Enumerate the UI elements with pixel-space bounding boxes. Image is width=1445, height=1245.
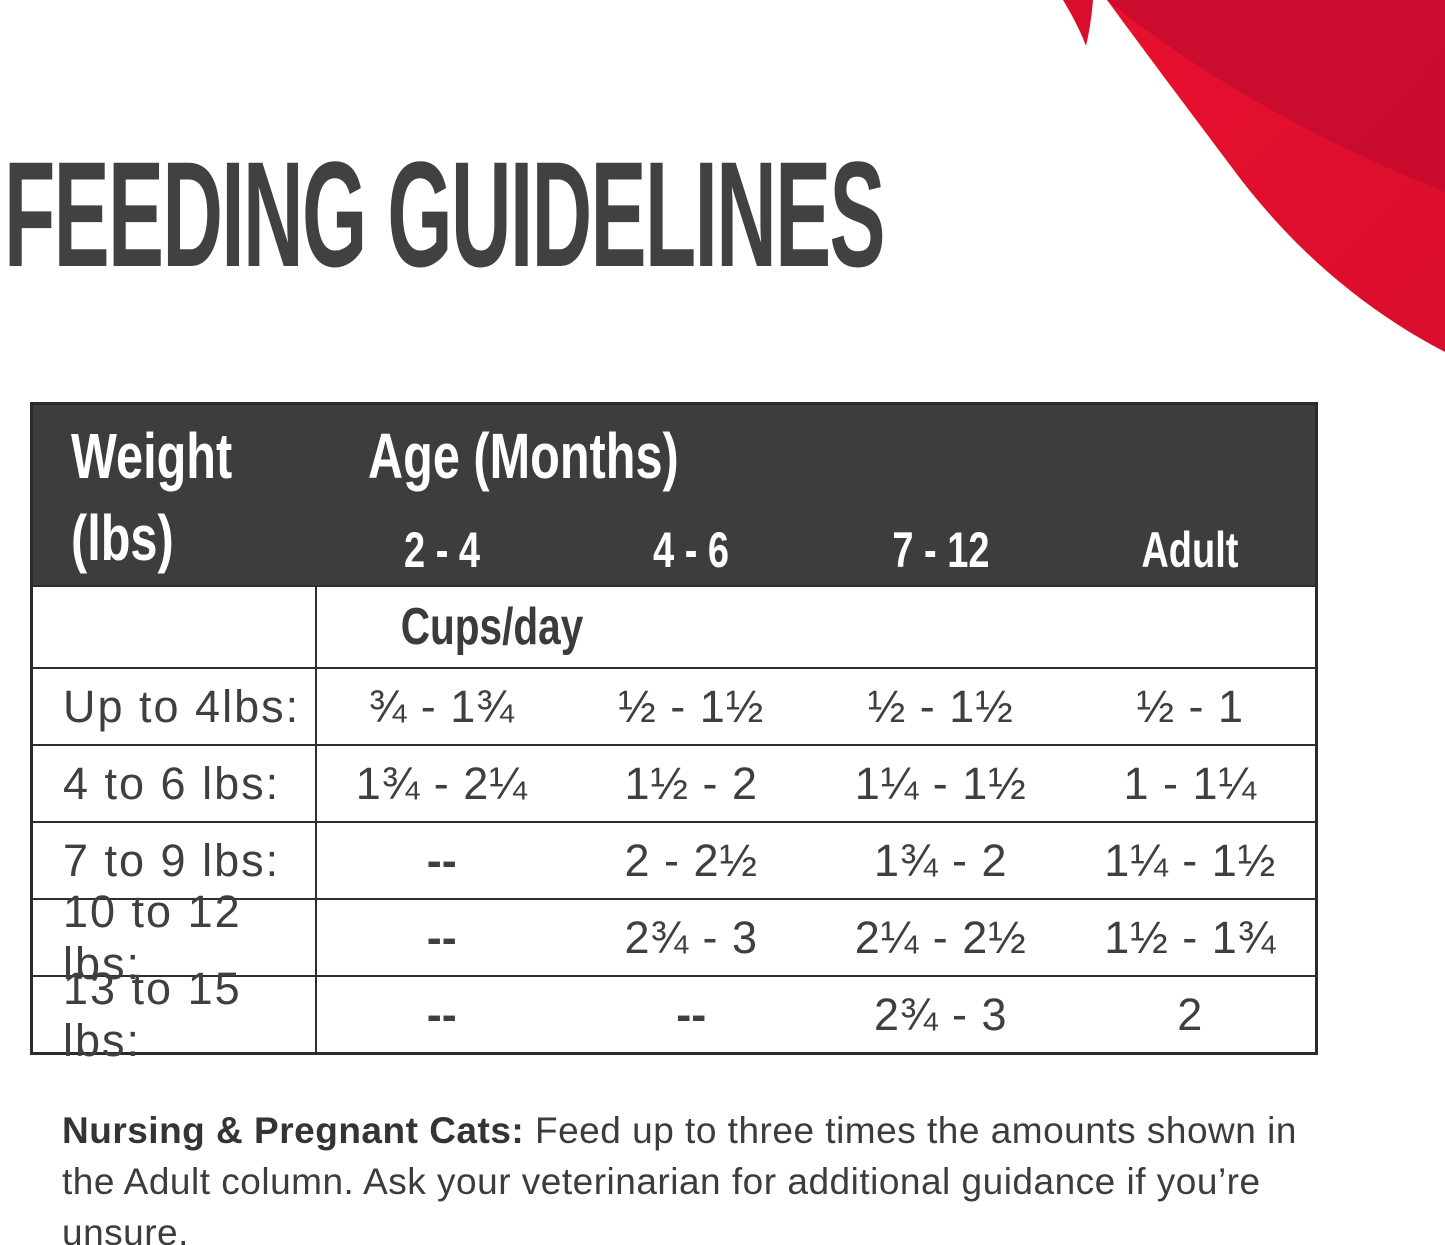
row-weight-label: 13 to 15 lbs: bbox=[33, 963, 317, 1066]
table-cell: ½ - 1 bbox=[1136, 680, 1245, 732]
units-row-span: Cups/day bbox=[317, 587, 1315, 667]
page-title: FEEDING GUIDELINES bbox=[4, 130, 886, 298]
table-cell: -- bbox=[426, 911, 457, 963]
table-row: 4 to 6 lbs: 1¾ - 2¼ 1½ - 2 1¼ - 1½ 1 - 1… bbox=[33, 744, 1315, 821]
table-cell: ¾ - 1¾ bbox=[368, 680, 515, 732]
age-col-adult: Adult bbox=[1141, 522, 1239, 578]
table-cell: 1¾ - 2 bbox=[873, 834, 1008, 886]
table-row: Up to 4lbs: ¾ - 1¾ ½ - 1½ ½ - 1½ ½ - 1 bbox=[33, 667, 1315, 744]
table-cell: ½ - 1½ bbox=[867, 680, 1014, 732]
table-cell: -- bbox=[676, 988, 707, 1040]
table-cell: 1 - 1¼ bbox=[1123, 757, 1258, 809]
table-cell: -- bbox=[426, 988, 457, 1040]
weight-header: Weight bbox=[71, 420, 233, 492]
table-cell: 2¾ - 3 bbox=[624, 911, 759, 963]
age-col-2-4: 2 - 4 bbox=[403, 522, 480, 578]
table-cell: ½ - 1½ bbox=[618, 680, 765, 732]
footnote-body-text: Feed up to three times the amounts shown… bbox=[62, 1110, 1297, 1245]
table-cell: 2 - 2½ bbox=[624, 834, 759, 886]
footnote-bold-lead: Nursing & Pregnant Cats: bbox=[62, 1110, 525, 1151]
age-months-header: Age (Months) bbox=[368, 420, 679, 492]
units-row: Cups/day bbox=[33, 585, 1315, 667]
weight-units-header: (lbs) bbox=[71, 502, 174, 574]
row-weight-label: 4 to 6 lbs: bbox=[33, 746, 317, 821]
row-weight-label: 7 to 9 lbs: bbox=[33, 823, 317, 898]
table-row: 13 to 15 lbs: -- -- 2¾ - 3 2 bbox=[33, 963, 1315, 1066]
table-cell: 1½ - 2 bbox=[624, 757, 759, 809]
table-row: 10 to 12 lbs: -- 2¾ - 3 2¼ - 2½ 1½ - 1¾ bbox=[33, 886, 1315, 989]
table-cell: 1½ - 1¾ bbox=[1104, 911, 1277, 963]
table-header: Weight (lbs) Age (Months) 2 - 4 4 - 6 7 … bbox=[33, 405, 1315, 585]
units-row-empty-cell bbox=[33, 587, 317, 667]
age-col-7-12: 7 - 12 bbox=[892, 522, 990, 578]
table-cell: 1¼ - 1½ bbox=[854, 757, 1027, 809]
table-cell: 2¾ - 3 bbox=[873, 988, 1008, 1040]
table-cell: 2 bbox=[1177, 988, 1204, 1040]
nursing-pregnant-footnote: Nursing & Pregnant Cats: Feed up to thre… bbox=[62, 1105, 1302, 1245]
cups-per-day-label: Cups/day bbox=[400, 598, 584, 656]
feeding-table: Weight (lbs) Age (Months) 2 - 4 4 - 6 7 … bbox=[30, 402, 1318, 1066]
red-swoosh-svg bbox=[1063, 0, 1445, 352]
table-cell: 2¼ - 2½ bbox=[854, 911, 1027, 963]
age-col-4-6: 4 - 6 bbox=[653, 522, 730, 578]
age-column-headers: 2 - 4 4 - 6 7 - 12 Adult bbox=[317, 521, 1315, 579]
table-cell: 1¾ - 2¼ bbox=[355, 757, 528, 809]
red-swoosh-graphic bbox=[1025, 0, 1445, 360]
table-cell: -- bbox=[426, 834, 457, 886]
row-weight-label: Up to 4lbs: bbox=[33, 669, 317, 744]
table-cell: 1¼ - 1½ bbox=[1104, 834, 1277, 886]
table-row: 7 to 9 lbs: -- 2 - 2½ 1¾ - 2 1¼ - 1½ bbox=[33, 821, 1315, 898]
